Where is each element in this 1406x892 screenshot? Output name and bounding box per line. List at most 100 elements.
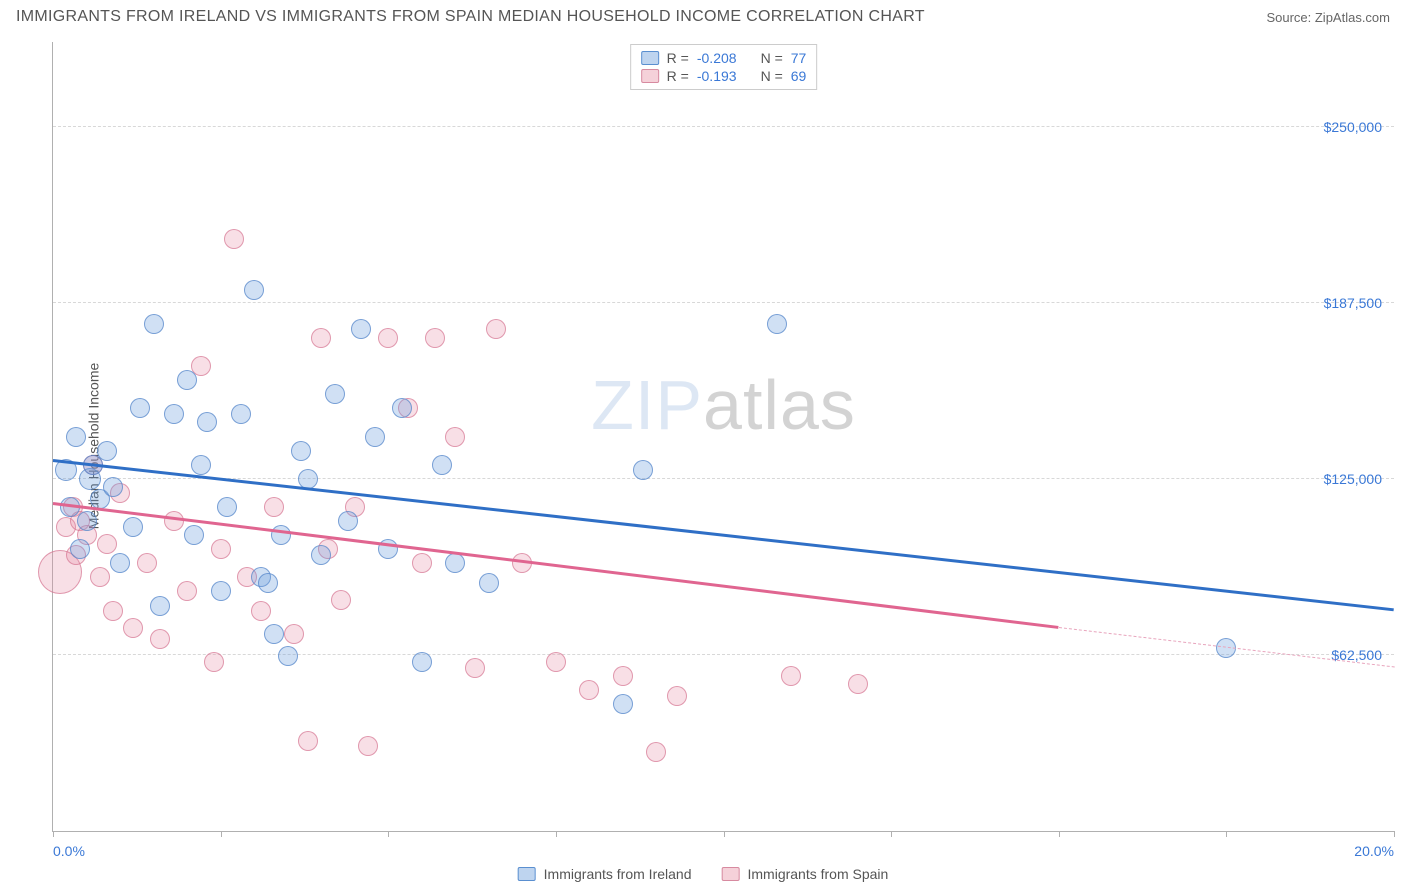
scatter-point-ireland (258, 573, 278, 593)
x-tick (891, 831, 892, 837)
scatter-point-ireland (103, 477, 123, 497)
scatter-point-ireland (70, 539, 90, 559)
gridline (53, 478, 1394, 479)
swatch-pink-icon (641, 69, 659, 83)
scatter-point-ireland (66, 427, 86, 447)
x-tick (1226, 831, 1227, 837)
scatter-point-ireland (325, 384, 345, 404)
scatter-point-spain (613, 666, 633, 686)
x-tick (53, 831, 54, 837)
x-tick (724, 831, 725, 837)
scatter-point-ireland (150, 596, 170, 616)
scatter-point-spain (150, 629, 170, 649)
scatter-point-spain (177, 581, 197, 601)
scatter-point-spain (445, 427, 465, 447)
scatter-point-ireland (445, 553, 465, 573)
scatter-point-spain (284, 624, 304, 644)
scatter-point-spain (123, 618, 143, 638)
scatter-point-ireland (191, 455, 211, 475)
scatter-point-ireland (184, 525, 204, 545)
scatter-point-spain (378, 328, 398, 348)
scatter-point-spain (579, 680, 599, 700)
scatter-point-ireland (633, 460, 653, 480)
legend-row-spain: R = -0.193 N = 69 (641, 67, 807, 85)
scatter-point-ireland (351, 319, 371, 339)
swatch-pink-icon (722, 867, 740, 881)
scatter-point-spain (465, 658, 485, 678)
x-tick (221, 831, 222, 837)
scatter-point-spain (211, 539, 231, 559)
scatter-point-spain (97, 534, 117, 554)
scatter-point-spain (667, 686, 687, 706)
scatter-point-ireland (123, 517, 143, 537)
scatter-point-spain (103, 601, 123, 621)
scatter-point-ireland (412, 652, 432, 672)
scatter-point-spain (331, 590, 351, 610)
y-tick-label: $125,000 (1324, 471, 1382, 487)
scatter-point-ireland (217, 497, 237, 517)
swatch-blue-icon (518, 867, 536, 881)
scatter-point-spain (137, 553, 157, 573)
series-legend: Immigrants from Ireland Immigrants from … (518, 866, 889, 882)
y-tick-label: $187,500 (1324, 295, 1382, 311)
scatter-point-ireland (311, 545, 331, 565)
scatter-point-spain (781, 666, 801, 686)
scatter-point-spain (425, 328, 445, 348)
scatter-point-spain (251, 601, 271, 621)
scatter-point-spain (298, 731, 318, 751)
scatter-point-spain (412, 553, 432, 573)
scatter-point-ireland (110, 553, 130, 573)
scatter-point-ireland (211, 581, 231, 601)
x-min-label: 0.0% (53, 843, 85, 859)
scatter-point-ireland (164, 404, 184, 424)
scatter-point-spain (204, 652, 224, 672)
y-tick-label: $250,000 (1324, 119, 1382, 135)
scatter-point-ireland (264, 624, 284, 644)
correlation-stats-legend: R = -0.208 N = 77 R = -0.193 N = 69 (630, 44, 818, 90)
chart-header: IMMIGRANTS FROM IRELAND VS IMMIGRANTS FR… (0, 0, 1406, 30)
chart-plot-area: ZIPatlas R = -0.208 N = 77 R = -0.193 N … (52, 42, 1394, 832)
scatter-point-spain (486, 319, 506, 339)
source-attribution: Source: ZipAtlas.com (1266, 10, 1390, 25)
x-tick (1394, 831, 1395, 837)
scatter-point-spain (311, 328, 331, 348)
scatter-point-ireland (244, 280, 264, 300)
gridline (53, 654, 1394, 655)
gridline (53, 302, 1394, 303)
scatter-point-spain (224, 229, 244, 249)
scatter-point-spain (90, 567, 110, 587)
scatter-point-ireland (231, 404, 251, 424)
scatter-point-ireland (392, 398, 412, 418)
scatter-point-ireland (338, 511, 358, 531)
gridline (53, 126, 1394, 127)
scatter-point-ireland (271, 525, 291, 545)
scatter-point-ireland (97, 441, 117, 461)
trendline-ireland (53, 459, 1394, 611)
scatter-point-ireland (291, 441, 311, 461)
scatter-point-ireland (479, 573, 499, 593)
trendline-spain (53, 502, 1059, 628)
scatter-point-spain (546, 652, 566, 672)
scatter-point-ireland (130, 398, 150, 418)
legend-item-spain: Immigrants from Spain (722, 866, 889, 882)
scatter-point-ireland (432, 455, 452, 475)
scatter-point-spain (164, 511, 184, 531)
scatter-point-ireland (177, 370, 197, 390)
x-tick (1059, 831, 1060, 837)
x-max-label: 20.0% (1354, 843, 1394, 859)
watermark: ZIPatlas (591, 365, 856, 445)
scatter-point-ireland (365, 427, 385, 447)
scatter-point-ireland (278, 646, 298, 666)
swatch-blue-icon (641, 51, 659, 65)
scatter-point-spain (264, 497, 284, 517)
scatter-point-spain (646, 742, 666, 762)
legend-row-ireland: R = -0.208 N = 77 (641, 49, 807, 67)
x-tick (388, 831, 389, 837)
scatter-point-ireland (767, 314, 787, 334)
chart-title: IMMIGRANTS FROM IRELAND VS IMMIGRANTS FR… (16, 8, 925, 26)
legend-item-ireland: Immigrants from Ireland (518, 866, 692, 882)
scatter-point-ireland (144, 314, 164, 334)
scatter-point-ireland (197, 412, 217, 432)
x-tick (556, 831, 557, 837)
scatter-point-spain (848, 674, 868, 694)
